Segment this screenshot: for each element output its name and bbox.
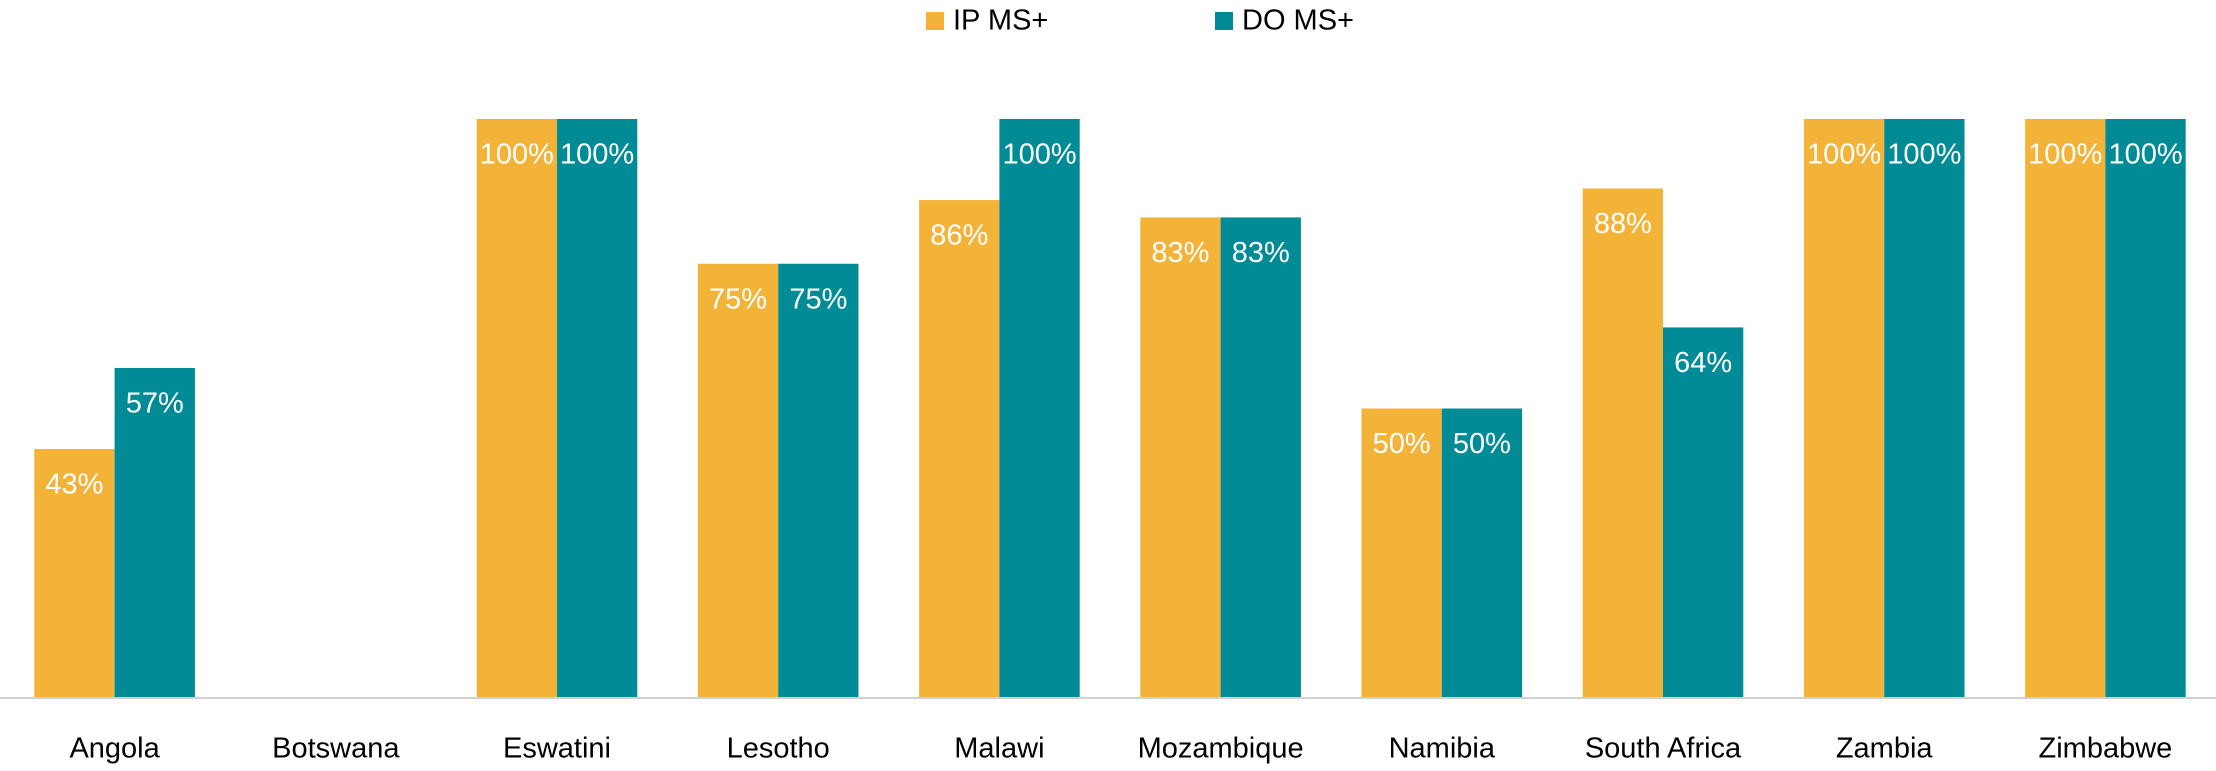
data-label: 88% bbox=[1594, 208, 1652, 240]
bar bbox=[1441, 408, 1523, 698]
data-label: 50% bbox=[1373, 428, 1431, 460]
bar bbox=[1582, 188, 1663, 699]
x-tick-label: Malawi bbox=[954, 733, 1044, 765]
data-label: 43% bbox=[45, 469, 103, 501]
legend-swatch bbox=[1215, 12, 1233, 30]
bar bbox=[2105, 119, 2186, 698]
x-tick-label: Namibia bbox=[1389, 733, 1496, 765]
data-label: 75% bbox=[709, 283, 767, 315]
bar bbox=[2025, 119, 2106, 698]
bar bbox=[1361, 408, 1442, 698]
data-label: 83% bbox=[1232, 237, 1290, 269]
bar bbox=[697, 263, 779, 698]
data-label: 50% bbox=[1453, 428, 1511, 460]
bar bbox=[919, 200, 1000, 698]
bar bbox=[1803, 119, 1885, 698]
legend-label: IP MS+ bbox=[953, 5, 1048, 37]
data-label: 100% bbox=[1807, 139, 1881, 171]
bar bbox=[1884, 119, 1965, 698]
x-tick-label: Mozambique bbox=[1138, 733, 1304, 765]
data-label: 100% bbox=[2028, 139, 2102, 171]
data-label: 75% bbox=[789, 283, 847, 315]
data-label: 64% bbox=[1674, 347, 1732, 379]
data-label: 100% bbox=[480, 139, 554, 171]
data-label: 57% bbox=[126, 388, 184, 420]
x-tick-label: Lesotho bbox=[727, 733, 830, 765]
x-tick-label: Eswatini bbox=[503, 733, 611, 765]
x-tick-label: Angola bbox=[69, 733, 160, 765]
data-label: 100% bbox=[560, 139, 634, 171]
x-tick-label: Zimbabwe bbox=[2039, 733, 2173, 765]
bar bbox=[476, 119, 557, 698]
data-label: 100% bbox=[1887, 139, 1961, 171]
data-label: 100% bbox=[2108, 139, 2182, 171]
bar bbox=[1220, 217, 1301, 698]
bar bbox=[114, 367, 195, 698]
bar bbox=[778, 263, 859, 698]
bar bbox=[999, 119, 1080, 698]
data-label: 86% bbox=[930, 220, 988, 252]
x-tick-label: Zambia bbox=[1836, 733, 1934, 765]
bar bbox=[34, 449, 115, 698]
legend-label: DO MS+ bbox=[1242, 5, 1354, 37]
x-tick-label: South Africa bbox=[1585, 733, 1742, 765]
bar bbox=[1663, 327, 1744, 698]
x-tick-label: Botswana bbox=[272, 733, 400, 765]
data-label: 100% bbox=[1002, 139, 1076, 171]
legend-swatch bbox=[926, 12, 944, 30]
data-label: 83% bbox=[1151, 237, 1209, 269]
bar bbox=[557, 119, 638, 698]
bar bbox=[1140, 217, 1221, 698]
